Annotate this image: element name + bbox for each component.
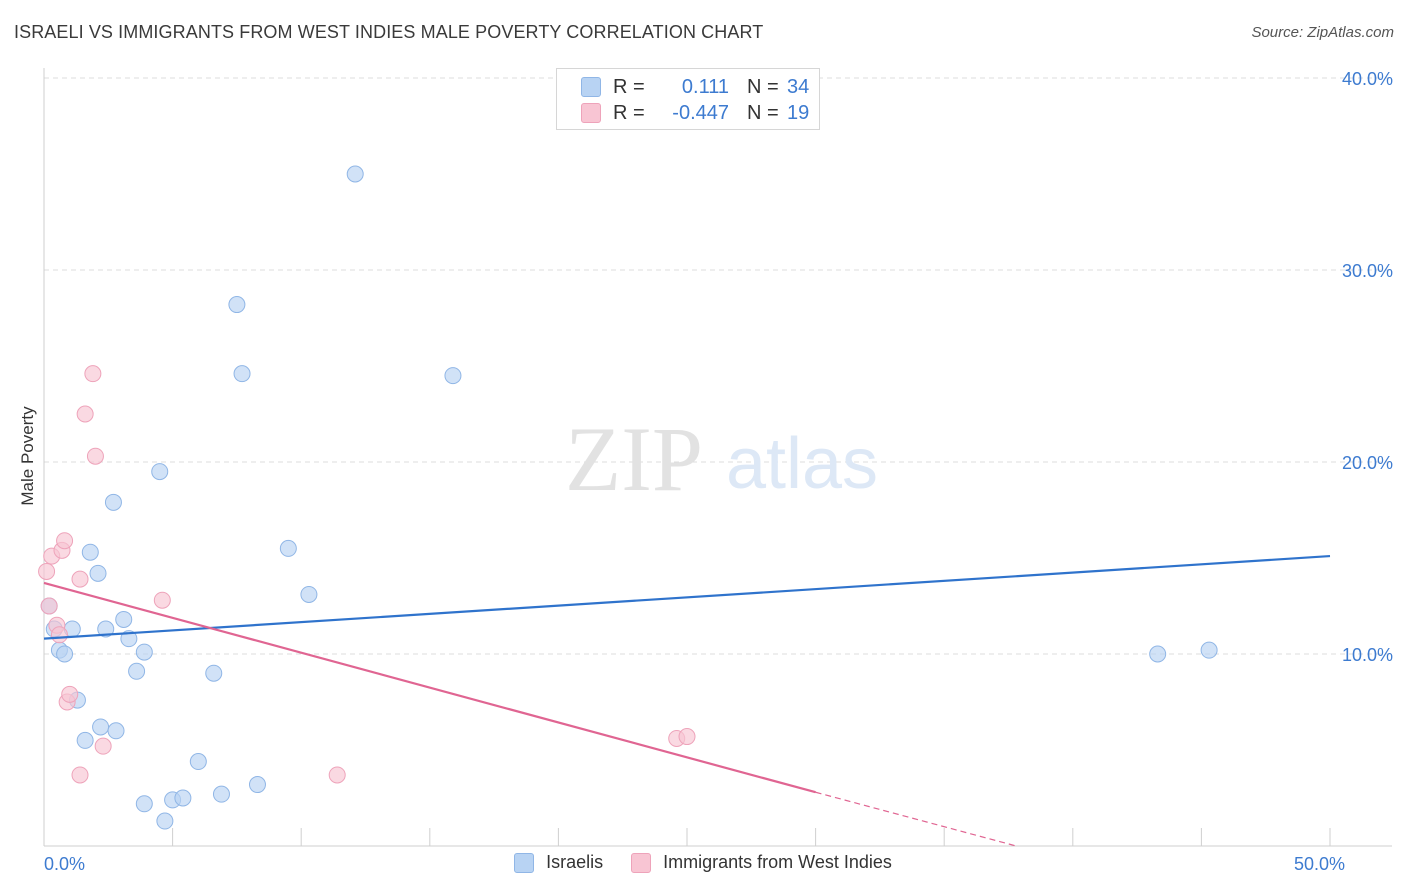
point-israelis[interactable] — [212, 785, 230, 803]
point-israelis[interactable] — [279, 539, 297, 557]
point-israelis[interactable] — [92, 718, 110, 736]
point-west-indies[interactable] — [76, 405, 94, 423]
grid-layer — [44, 77, 1392, 655]
tick-labels: 10.0% 20.0% 30.0% 40.0% 0.0% 50.0% — [44, 69, 1393, 874]
point-israelis[interactable] — [205, 664, 223, 682]
point-west-indies[interactable] — [38, 562, 56, 580]
point-israelis[interactable] — [76, 731, 94, 749]
legend-swatch-pink — [631, 852, 652, 873]
y-tick-label: 20.0% — [1342, 453, 1393, 473]
series-legend: Israelis Immigrants from West Indies — [0, 852, 1406, 873]
legend-n-value: 34 — [787, 75, 810, 98]
point-west-indies[interactable] — [61, 685, 79, 703]
legend-r-value: -0.447 — [672, 101, 729, 124]
chart-title: ISRAELI VS IMMIGRANTS FROM WEST INDIES M… — [14, 22, 764, 42]
legend-n-label: N = — [747, 101, 779, 124]
x-tick-label: 50.0% — [1294, 854, 1345, 874]
legend-r-label: R = — [613, 75, 645, 98]
point-israelis[interactable] — [248, 776, 266, 794]
trend-layer — [43, 554, 1331, 847]
point-west-indies[interactable] — [71, 570, 89, 588]
point-west-indies[interactable] — [94, 737, 112, 755]
trendline-extension-west-indies — [815, 791, 1017, 847]
legend-swatch-blue — [581, 77, 601, 97]
legend-item-israelis[interactable]: Israelis — [514, 852, 603, 873]
legend-n-label: N = — [747, 75, 779, 98]
point-west-indies[interactable] — [40, 597, 58, 615]
correlation-legend: R = 0.111 N = 34 R = -0.447 N = 19 — [556, 68, 820, 130]
points-layer — [38, 165, 1218, 830]
point-west-indies[interactable] — [56, 532, 74, 550]
x-tick-label: 0.0% — [44, 854, 85, 874]
point-israelis[interactable] — [228, 296, 246, 314]
point-west-indies[interactable] — [86, 447, 104, 465]
watermark-zip: ZIP — [565, 408, 703, 510]
point-west-indies[interactable] — [71, 766, 89, 784]
watermark-atlas: atlas — [726, 424, 878, 504]
point-israelis[interactable] — [97, 620, 115, 638]
legend-label-israelis: Israelis — [546, 852, 604, 872]
point-israelis[interactable] — [107, 722, 125, 740]
axis-layer — [43, 68, 1392, 847]
point-israelis[interactable] — [156, 812, 174, 830]
legend-swatch-blue — [514, 852, 535, 873]
point-west-indies[interactable] — [50, 626, 68, 644]
point-israelis[interactable] — [56, 645, 74, 663]
y-tick-label: 10.0% — [1342, 645, 1393, 665]
y-tick-label: 30.0% — [1342, 261, 1393, 281]
point-israelis[interactable] — [120, 630, 138, 648]
watermark: ZIP atlas — [565, 408, 878, 510]
legend-row-west-indies: R = -0.447 N = 19 — [581, 101, 809, 125]
point-west-indies[interactable] — [153, 591, 171, 609]
point-israelis[interactable] — [1149, 645, 1167, 663]
legend-item-west-indies[interactable]: Immigrants from West Indies — [631, 852, 892, 873]
legend-r-label: R = — [613, 101, 645, 124]
trendline-west-indies — [43, 581, 816, 794]
point-west-indies[interactable] — [678, 728, 696, 746]
point-israelis[interactable] — [104, 493, 122, 511]
legend-r-value: 0.111 — [681, 75, 729, 98]
point-israelis[interactable] — [174, 789, 192, 807]
point-israelis[interactable] — [135, 795, 153, 813]
point-israelis[interactable] — [115, 610, 133, 628]
point-israelis[interactable] — [300, 585, 318, 603]
point-west-indies[interactable] — [328, 766, 346, 784]
y-tick-label: 40.0% — [1342, 69, 1393, 89]
legend-label-west-indies: Immigrants from West Indies — [663, 852, 892, 872]
point-israelis[interactable] — [135, 643, 153, 661]
y-axis-label: Male Poverty — [18, 406, 37, 506]
point-israelis[interactable] — [189, 753, 207, 771]
trendline-israelis — [43, 554, 1331, 640]
point-israelis[interactable] — [128, 662, 146, 680]
legend-n-value: 19 — [787, 101, 810, 124]
point-israelis[interactable] — [1200, 641, 1218, 659]
point-israelis[interactable] — [444, 367, 462, 385]
legend-swatch-pink — [581, 103, 601, 123]
legend-row-israelis: R = 0.111 N = 34 — [581, 75, 809, 99]
source-credit: Source: ZipAtlas.com — [1251, 24, 1394, 41]
point-israelis[interactable] — [81, 543, 99, 561]
point-israelis[interactable] — [346, 165, 364, 183]
point-israelis[interactable] — [233, 365, 251, 383]
point-israelis[interactable] — [151, 463, 169, 481]
point-west-indies[interactable] — [84, 365, 102, 383]
point-israelis[interactable] — [89, 564, 107, 582]
